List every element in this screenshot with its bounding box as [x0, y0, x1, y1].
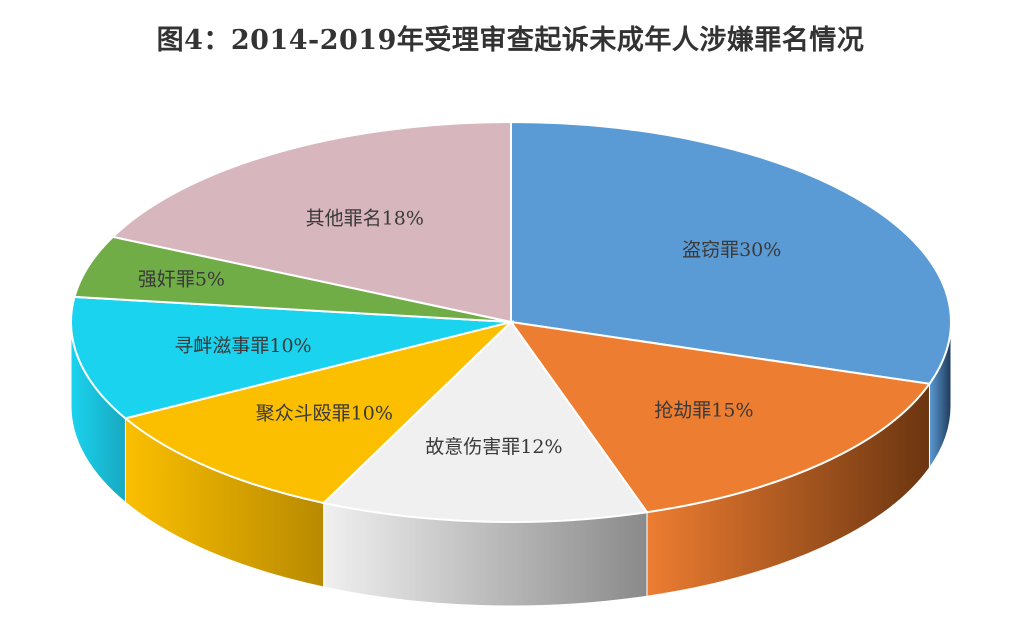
slice-1-top [510, 120, 952, 385]
chart-title: 图4：2014-2019年受理审查起诉未成年人涉嫌罪名情况 [156, 25, 865, 56]
slice-4-label: 聚众斗殴罪10% [256, 402, 393, 424]
slice-3-label: 故意伤害罪12% [425, 436, 562, 458]
slice-1-label: 盗窃罪30% [682, 239, 781, 261]
slice-2-label: 抢劫罪15% [654, 400, 753, 422]
slice-5-label: 寻衅滋事罪10% [174, 335, 311, 357]
slice-7-top [110, 120, 512, 324]
pie-tops [70, 120, 952, 523]
pie-labels: 盗窃罪30% 抢劫罪15% 故意伤害罪12% 聚众斗殴罪10% 寻衅滋事罪10% 强奸罪5… [138, 207, 781, 457]
slice-4-top [123, 320, 515, 505]
slice-7-label: 其他罪名18% [306, 207, 424, 229]
slice-2-top [508, 320, 932, 514]
slice-6-label: 强奸罪5% [138, 269, 225, 291]
slice-5-top [70, 295, 512, 420]
slice-3-top [321, 320, 649, 523]
